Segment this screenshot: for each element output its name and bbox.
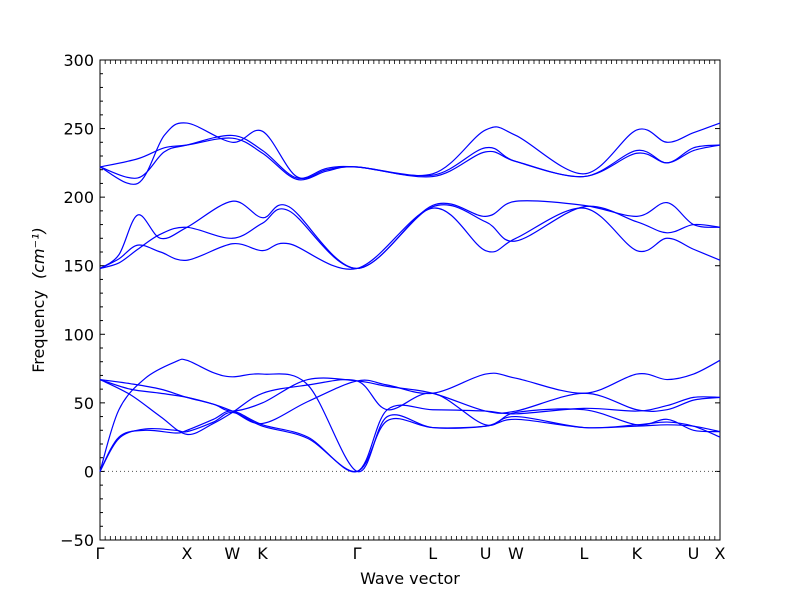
y-tick-label: 200 (63, 188, 94, 207)
plot-frame (99, 59, 721, 541)
y-tick-label: 250 (63, 120, 94, 139)
x-tick-label: L (428, 544, 437, 563)
x-tick-label: Γ (96, 544, 105, 563)
x-tick-label: U (688, 544, 700, 563)
x-tick-label: X (181, 544, 192, 563)
band-line (99, 122, 721, 180)
y-axis-title-unit: (cm⁻¹) (29, 227, 48, 279)
band-curves (99, 122, 721, 473)
x-tick-label: K (257, 544, 268, 563)
y-tick-label: 150 (63, 257, 94, 276)
y-axis-title-text: Frequency (29, 290, 48, 373)
x-tick-label: X (715, 544, 726, 563)
x-tick-label: U (480, 544, 492, 563)
x-tick-label: W (224, 544, 240, 563)
band-line (99, 137, 721, 181)
x-tick-label: W (508, 544, 524, 563)
band-line (99, 207, 721, 270)
y-tick-label: 0 (84, 462, 94, 481)
y-tick-label: 300 (63, 51, 94, 70)
y-tick-label: 50 (74, 394, 94, 413)
band-line (99, 411, 721, 473)
x-tick-label: Γ (353, 544, 362, 563)
band-line (99, 122, 721, 185)
y-axis-ticks: −50 0 50 100 150 200 250 300 (60, 51, 720, 550)
y-tick-label: −50 (60, 531, 94, 550)
band-line (99, 359, 721, 425)
band-line (99, 358, 721, 473)
y-tick-label: 100 (63, 325, 94, 344)
y-axis-title: Frequency (cm⁻¹) (29, 227, 48, 372)
x-tick-label: L (579, 544, 588, 563)
x-tick-label: K (632, 544, 643, 563)
band-line (99, 377, 721, 414)
x-axis-title: Wave vector (360, 569, 460, 588)
band-line (99, 396, 721, 473)
